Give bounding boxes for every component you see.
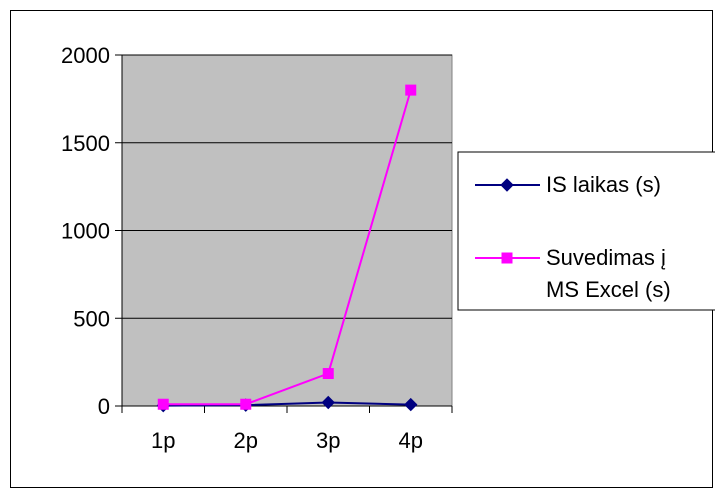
data-point <box>157 398 169 410</box>
series-layer <box>156 84 418 413</box>
x-tick-label: 4p <box>399 428 423 453</box>
x-tick-label: 3p <box>316 428 340 453</box>
legend-box <box>457 151 715 311</box>
legend: IS laikas (s) Suvedimas į MS Excel (s) <box>457 151 715 311</box>
y-tick-label: 1000 <box>61 219 110 244</box>
legend-label: MS Excel (s) <box>546 277 671 302</box>
y-tick-label: 2000 <box>61 43 110 68</box>
series-line <box>163 89 412 406</box>
series-2 <box>157 84 417 410</box>
y-tick-label: 500 <box>73 306 110 331</box>
data-point <box>322 368 334 380</box>
data-point <box>404 397 418 412</box>
legend-key-marker <box>501 252 513 264</box>
x-tick-label: 2p <box>234 428 258 453</box>
data-point <box>321 395 335 410</box>
series-line <box>163 401 411 407</box>
y-tick-label: 0 <box>98 394 110 419</box>
y-tick-label: 1500 <box>61 131 110 156</box>
legend-label: Suvedimas į <box>546 245 666 270</box>
legend-item-1: IS laikas (s) <box>475 172 661 197</box>
legend-label: IS laikas (s) <box>546 172 661 197</box>
data-point <box>405 84 417 96</box>
x-tick-label: 1p <box>151 428 175 453</box>
legend-item-2: Suvedimas į MS Excel (s) <box>475 245 671 302</box>
gridlines <box>122 54 452 319</box>
legend-key-marker <box>500 178 514 192</box>
data-point <box>240 398 252 410</box>
